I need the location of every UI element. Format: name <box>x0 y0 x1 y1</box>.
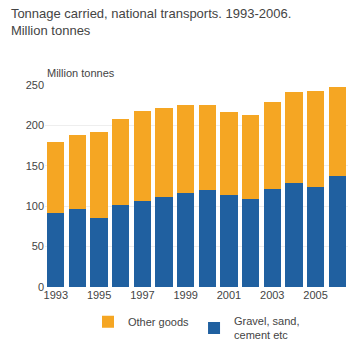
svg-text:100: 100 <box>26 200 44 212</box>
svg-text:1999: 1999 <box>173 289 197 301</box>
svg-text:1997: 1997 <box>130 289 154 301</box>
svg-text:150: 150 <box>26 160 44 172</box>
svg-text:50: 50 <box>32 240 44 252</box>
svg-text:2005: 2005 <box>303 289 327 301</box>
svg-text:2003: 2003 <box>260 289 284 301</box>
svg-text:200: 200 <box>26 119 44 131</box>
svg-text:2001: 2001 <box>217 289 241 301</box>
svg-text:Million tonnes: Million tonnes <box>47 67 115 79</box>
svg-text:1995: 1995 <box>87 289 111 301</box>
svg-text:0: 0 <box>38 281 44 293</box>
svg-text:250: 250 <box>26 79 44 91</box>
svg-text:Tonnage carried, national tran: Tonnage carried, national transports. 19… <box>11 6 291 38</box>
svg-text:Gravel, sand,cement etc: Gravel, sand,cement etc <box>234 315 299 341</box>
svg-text:1993: 1993 <box>44 289 68 301</box>
svg-text:Other goods: Other goods <box>128 316 189 328</box>
